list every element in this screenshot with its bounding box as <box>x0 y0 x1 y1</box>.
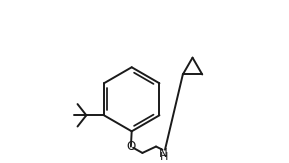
Text: N: N <box>159 147 168 160</box>
Text: H: H <box>160 152 168 162</box>
Text: O: O <box>126 140 136 153</box>
